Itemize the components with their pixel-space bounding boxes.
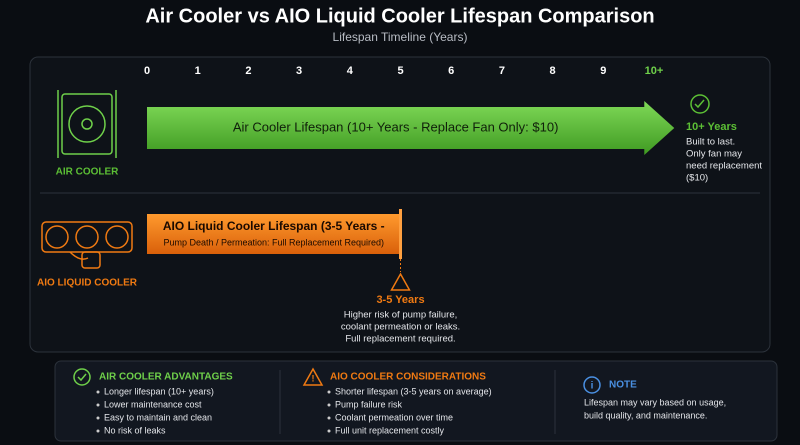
tick-label: 4 <box>347 65 354 77</box>
summary-panel <box>54 360 778 442</box>
check-icon <box>73 368 91 386</box>
note-line: coolant permeation or leaks. <box>341 322 460 333</box>
bar-label: Pump Death / Permeation: Full Replacemen… <box>163 237 384 247</box>
svg-text:i: i <box>591 381 594 392</box>
note-title: 3-5 Years <box>376 294 424 306</box>
note-title: 10+ Years <box>686 121 737 133</box>
bullet <box>327 390 331 394</box>
check-icon <box>690 94 710 114</box>
lifespan-bar <box>147 214 401 254</box>
warning-icon: ! <box>302 367 324 386</box>
title: Air Cooler vs AIO Liquid Cooler Lifespan… <box>145 5 654 27</box>
svg-text:!: ! <box>312 373 315 383</box>
panel-item: Lifespan may vary based on usage, <box>584 397 726 407</box>
note-line: Higher risk of pump failure, <box>344 310 458 321</box>
panel-item: No risk of leaks <box>104 425 166 435</box>
panel-item: Easy to maintain and clean <box>104 412 212 422</box>
tick-label: 3 <box>296 65 302 77</box>
tick-label: 9 <box>600 65 606 77</box>
panel-item: Pump failure risk <box>335 399 403 409</box>
tick-label: 1 <box>195 65 201 77</box>
bullet <box>327 403 331 407</box>
bar-label: AIO Liquid Cooler Lifespan (3-5 Years - <box>163 219 385 233</box>
panel-title: AIR COOLER ADVANTAGES <box>99 372 233 383</box>
tick-label: 7 <box>499 65 505 77</box>
info-icon: i <box>583 376 601 394</box>
air-cooler-icon <box>57 90 117 158</box>
timeline-panel <box>29 56 771 353</box>
tick-label: 0 <box>144 65 150 77</box>
panel-item: Longer lifespan (10+ years) <box>104 386 214 396</box>
tick-label: 10+ <box>645 65 664 77</box>
tick-label: 8 <box>550 65 556 77</box>
tick-label: 5 <box>397 65 403 77</box>
row-label: AIO LIQUID COOLER <box>37 278 138 289</box>
bullet <box>96 390 100 394</box>
panel-title: NOTE <box>609 380 637 391</box>
panel-title: AIO COOLER CONSIDERATIONS <box>330 372 486 383</box>
aio-cooler-icon <box>41 221 133 269</box>
tick-label: 6 <box>448 65 454 77</box>
bar-label: Air Cooler Lifespan (10+ Years - Replace… <box>233 119 559 134</box>
subtitle: Lifespan Timeline (Years) <box>333 30 468 44</box>
panel-item: Lower maintenance cost <box>104 399 202 409</box>
note-line: Full replacement required. <box>345 334 455 345</box>
bullet <box>96 416 100 420</box>
note-line: Only fan may <box>686 149 742 160</box>
bullet <box>327 416 331 420</box>
row-label: AIR COOLER <box>56 167 120 178</box>
panel-item: Coolant permeation over time <box>335 412 453 422</box>
note-line: Built to last. <box>686 137 735 148</box>
note-line: ($10) <box>686 173 708 184</box>
tick-label: 2 <box>245 65 251 77</box>
note-line: need replacement <box>686 161 762 172</box>
warning-icon <box>390 272 411 291</box>
panel-item: Full unit replacement costly <box>335 425 445 435</box>
bullet <box>96 403 100 407</box>
check-icon <box>694 99 705 109</box>
bullet <box>327 429 331 433</box>
bullet <box>96 429 100 433</box>
lifespan-bar <box>147 101 675 155</box>
panel-item: Shorter lifespan (3-5 years on average) <box>335 386 492 396</box>
panel-item: build quality, and maintenance. <box>584 410 707 420</box>
